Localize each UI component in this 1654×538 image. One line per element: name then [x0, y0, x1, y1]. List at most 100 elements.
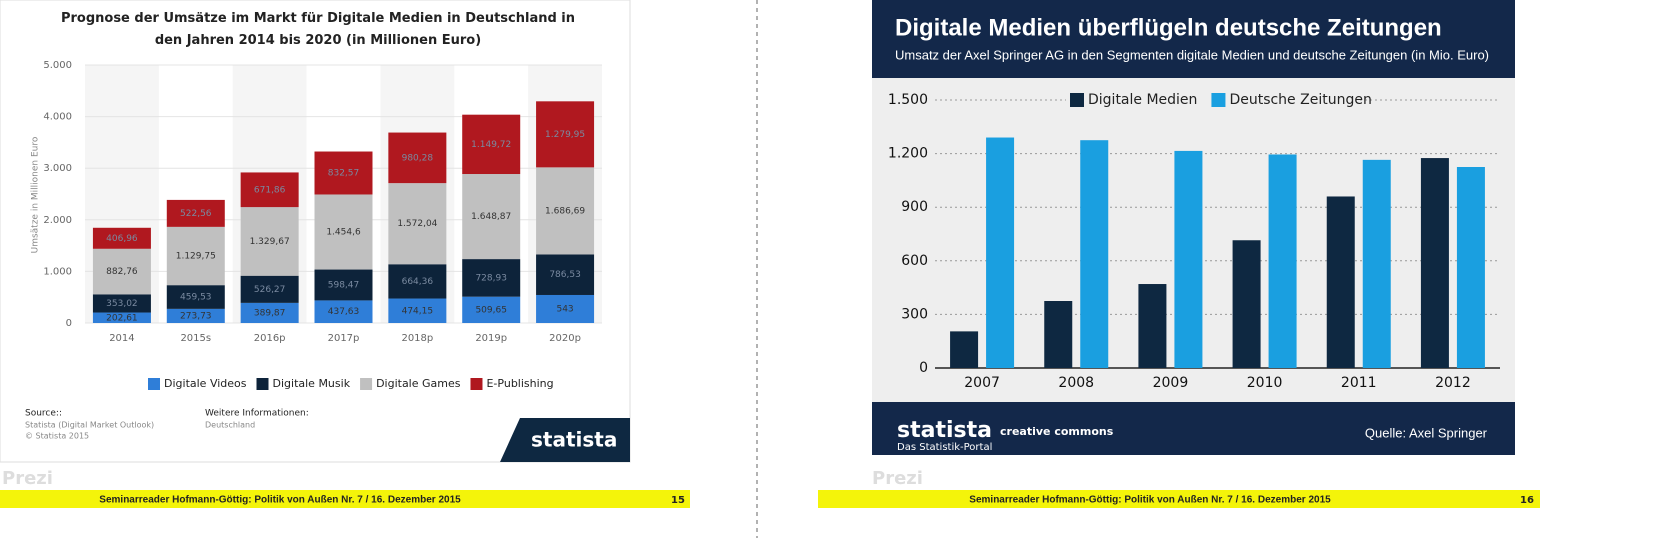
data-label: 786,53	[549, 270, 581, 280]
y-tick-label: 300	[901, 306, 928, 322]
x-tick-label: 2017p	[328, 333, 360, 344]
watermark: Prezi	[2, 468, 53, 489]
y-tick-label: 5.000	[43, 60, 72, 71]
data-label: 664,36	[402, 277, 434, 287]
y-axis-title: Umsätze in Millionen Euro	[31, 136, 41, 253]
page-number: 16	[1520, 495, 1534, 506]
copyright: © Statista 2015	[25, 432, 89, 441]
source-label: Source::	[25, 409, 62, 419]
data-label: 1.149,72	[471, 140, 511, 150]
data-label: 1.686,69	[545, 206, 585, 216]
x-tick-label: 2011	[1341, 375, 1377, 391]
data-label: 728,93	[475, 273, 507, 283]
bar-segment	[462, 114, 521, 175]
data-label: 202,61	[106, 313, 138, 323]
data-label: 1.454,6	[326, 228, 361, 238]
y-tick-label: 1.000	[43, 266, 72, 277]
bar-segment	[240, 207, 299, 276]
bar	[1362, 159, 1391, 368]
bar	[986, 137, 1015, 368]
data-label: 459,53	[180, 293, 212, 303]
data-label: 1.572,04	[397, 219, 437, 229]
bar-segment	[314, 151, 373, 195]
data-label: 1.648,87	[471, 212, 511, 222]
bar-segment	[240, 302, 299, 323]
bar-segment	[388, 264, 447, 299]
legend-swatch	[256, 378, 269, 390]
data-label: 1.129,75	[176, 252, 216, 262]
data-label: 273,73	[180, 311, 212, 321]
bar-segment	[388, 132, 447, 184]
y-tick-label: 0	[66, 318, 72, 329]
bar-segment	[388, 183, 447, 265]
bar-segment	[462, 296, 521, 323]
legend-swatch	[1211, 93, 1226, 107]
bar-segment	[92, 227, 151, 249]
x-tick-label: 2007	[964, 375, 1000, 391]
x-tick-label: 2020p	[549, 333, 581, 344]
footer-text: Seminarreader Hofmann-Göttig: Politik vo…	[99, 495, 461, 506]
x-tick-label: 2018p	[401, 333, 433, 344]
bar-segment	[166, 199, 225, 227]
logo-box	[500, 418, 630, 462]
bar-segment	[92, 294, 151, 313]
data-label: 882,76	[106, 267, 138, 277]
bar-segment	[462, 259, 521, 297]
data-label: 598,47	[328, 280, 360, 290]
header-band	[872, 0, 1515, 78]
bar-segment	[536, 254, 595, 295]
bar-segment	[536, 294, 595, 323]
footer-band	[872, 402, 1515, 455]
data-label: 474,15	[402, 306, 434, 316]
source: Statista (Digital Market Outlook)	[25, 421, 154, 430]
y-tick-label: 2.000	[43, 215, 72, 226]
bar	[1174, 150, 1203, 368]
bar-segment	[462, 174, 521, 260]
data-label: 526,27	[254, 285, 286, 295]
bar	[1232, 240, 1261, 368]
legend-label: Digitale Videos	[164, 377, 247, 390]
bar	[1326, 196, 1355, 368]
bar-segment	[314, 300, 373, 323]
bar-segment	[536, 101, 595, 168]
legend-swatch	[148, 378, 160, 390]
bar	[1138, 284, 1167, 368]
bar-segment	[388, 298, 447, 323]
data-label: 522,56	[180, 209, 212, 219]
data-label: 509,65	[475, 305, 507, 315]
bar-segment	[314, 194, 373, 270]
footer-bar	[0, 490, 690, 508]
data-label: 353,02	[106, 299, 138, 309]
license: creative commons	[1000, 425, 1114, 438]
x-tick-label: 2008	[1058, 375, 1094, 391]
bar-segment	[536, 167, 595, 255]
data-label: 1.279,95	[545, 130, 585, 140]
data-label: 1.329,67	[250, 237, 290, 247]
legend-swatch	[360, 378, 373, 390]
bar	[950, 331, 979, 368]
x-tick-label: 2009	[1153, 375, 1189, 391]
bar-segment	[166, 226, 225, 286]
bar-segment	[240, 275, 299, 303]
bar-segment	[92, 312, 151, 323]
y-tick-label: 600	[901, 253, 928, 269]
y-tick-label: 3.000	[43, 163, 72, 174]
page-number: 15	[671, 495, 685, 506]
legend-bg	[1066, 90, 1216, 110]
logo: statista	[897, 418, 992, 443]
y-tick-label: 1.200	[888, 146, 928, 162]
data-label: 437,63	[328, 307, 360, 317]
x-tick-label: 2016p	[254, 333, 286, 344]
x-tick-label: 2012	[1435, 375, 1471, 391]
x-tick-label: 2010	[1247, 375, 1283, 391]
data-label: 671,86	[254, 185, 286, 195]
y-tick-label: 900	[901, 199, 928, 215]
bar-segment	[314, 269, 373, 301]
bar	[1456, 167, 1485, 368]
bar-segment	[166, 285, 225, 309]
bar	[1080, 140, 1109, 368]
watermark: Prezi	[872, 468, 923, 489]
data-label: 389,87	[254, 308, 286, 318]
